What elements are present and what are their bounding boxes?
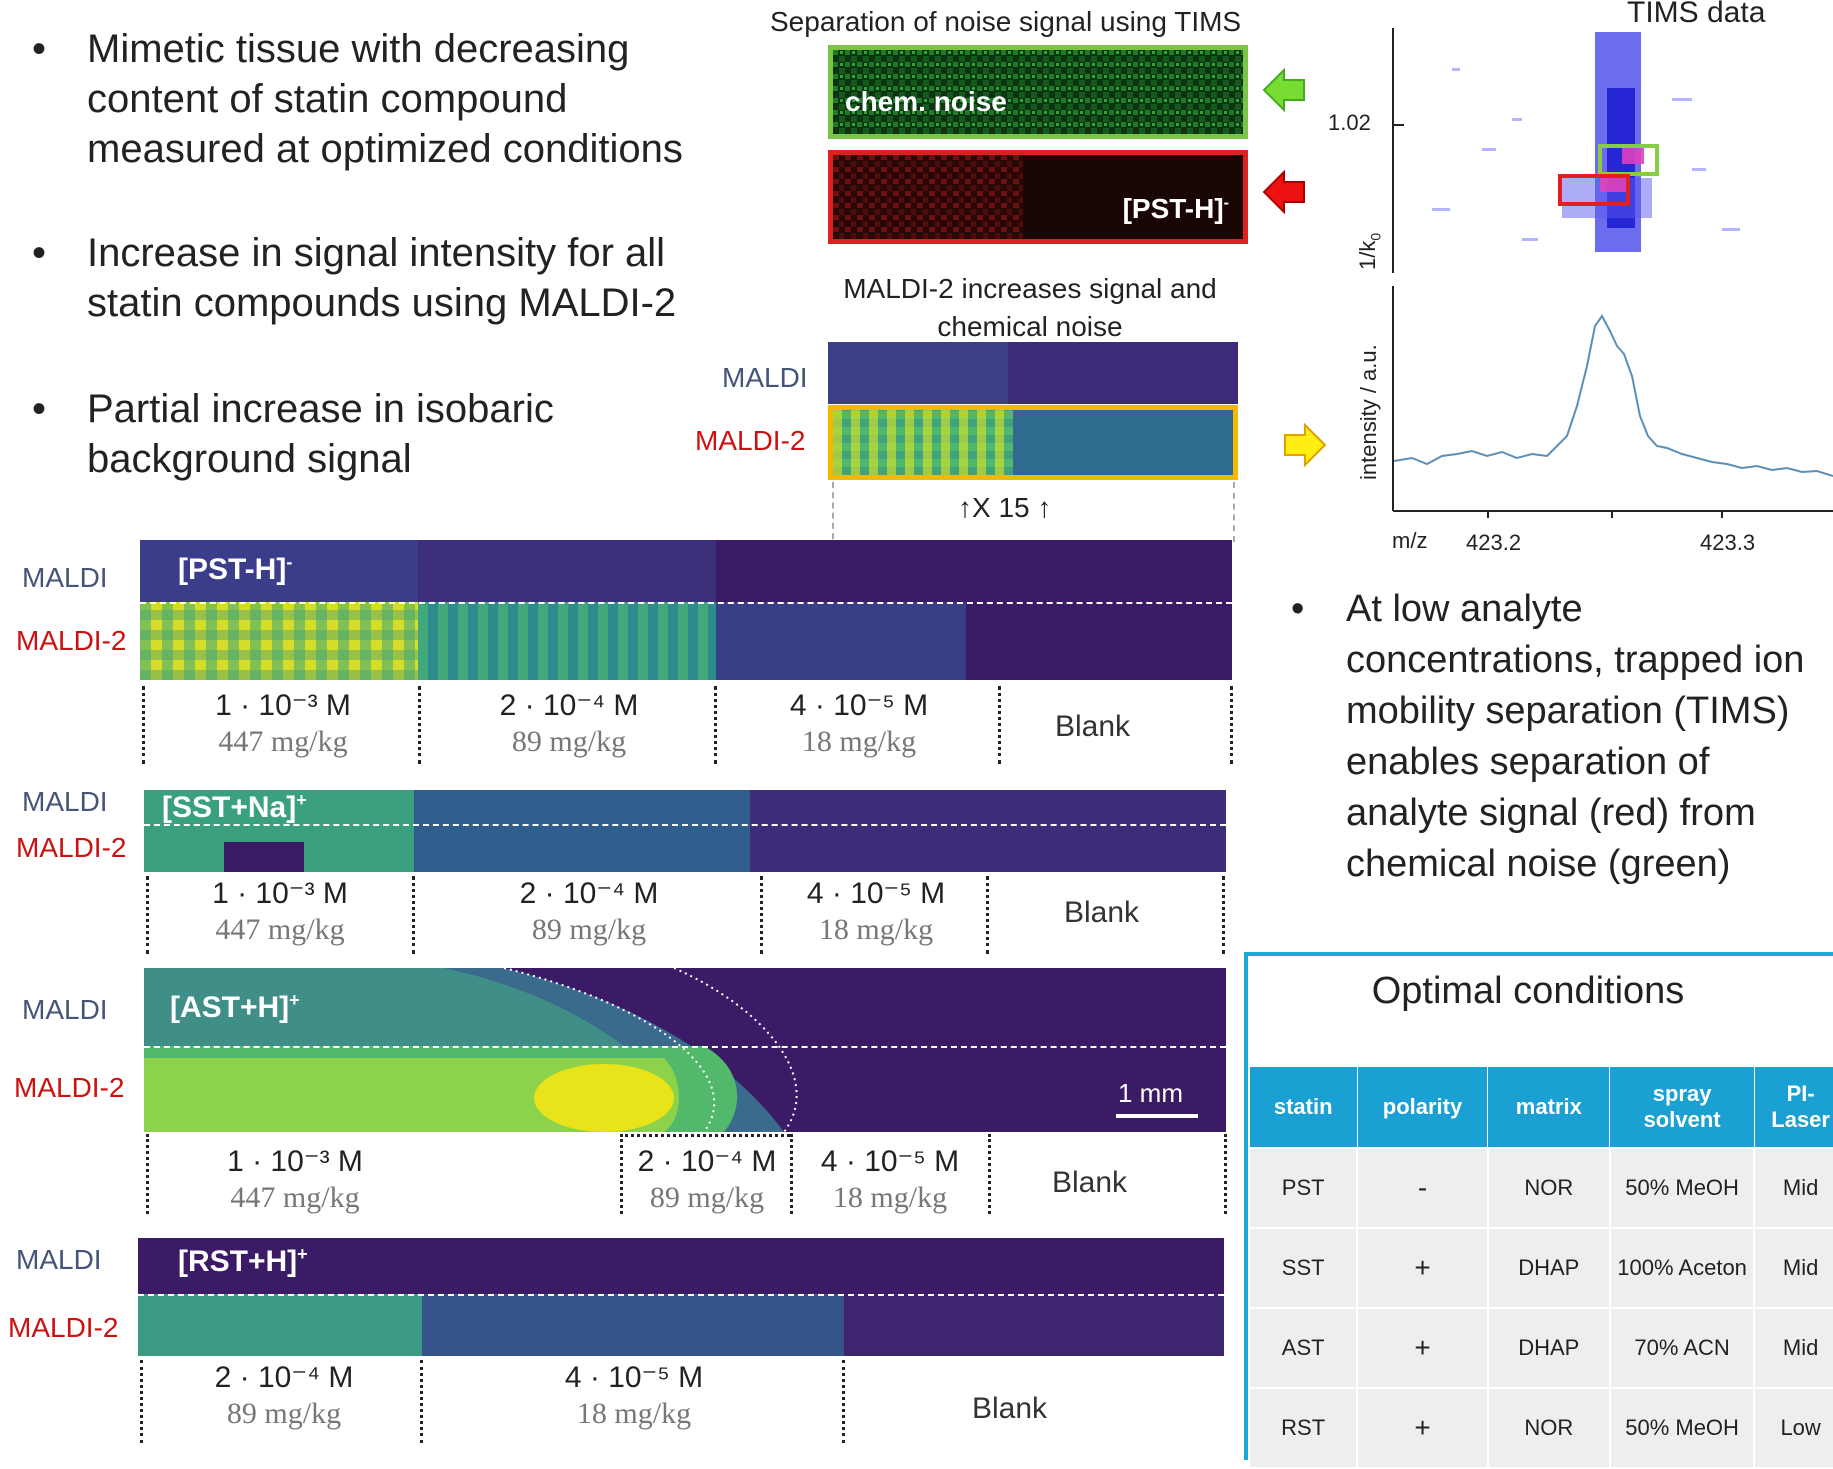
strip1-conc-3: 4 · 10⁻⁵ M 18 mg/kg — [789, 689, 929, 758]
maldi2-box-title: MALDI-2 increases signal and chemical no… — [843, 273, 1217, 342]
strip3-divider-5 — [1224, 1134, 1227, 1214]
strip2-conc-1: 1 · 10⁻³ M 447 mg/kg — [212, 877, 348, 946]
strip3-divider-4 — [988, 1134, 991, 1214]
strip3-maldi-label: MALDI — [22, 994, 108, 1025]
strip1-maldi-label: MALDI — [22, 562, 108, 593]
strip-rst: [RST+H]+ — [138, 1238, 1224, 1356]
strip2-conc-3: 4 · 10⁻⁵ M 18 mg/kg — [806, 877, 946, 946]
strip3-ion-label: [AST+H]+ — [170, 990, 300, 1024]
strip1-divider-3 — [714, 686, 717, 764]
strip3-divider-2 — [620, 1134, 623, 1214]
tims-ylabel-top: 1/k0 — [1355, 232, 1384, 270]
strip-ast: [AST+H]+ 1 mm — [144, 968, 1226, 1132]
bullet-signal-increase: • Increase in signal intensity for all st… — [32, 231, 677, 325]
strip1-blank: Blank — [1055, 710, 1131, 743]
x-ticks — [1487, 511, 1723, 518]
col-statin: statin — [1248, 1066, 1358, 1149]
col-pi-laser: PI-Laser — [1753, 1066, 1833, 1149]
strip-pst: [PST-H]- — [140, 540, 1232, 680]
strip3-conc2-top-border — [620, 1134, 790, 1137]
tims-ylabel-bottom: intensity / a.u. — [1356, 344, 1381, 480]
strip4-divider-1 — [140, 1360, 143, 1443]
strip1-maldi2-label: MALDI-2 — [16, 625, 127, 656]
chem-noise-texture — [833, 50, 1243, 134]
optimal-conditions-panel: Optimal conditions statin polarity matri… — [1244, 952, 1833, 1469]
scale-bar-label: 1 mm — [1118, 1078, 1183, 1108]
scale-bar — [1116, 1114, 1198, 1118]
tims-separation-title: Separation of noise signal using TIMS — [770, 6, 1242, 37]
strip1-ion-label: [PST-H]- — [178, 552, 293, 586]
strip1-conc-2: 2 · 10⁻⁴ M 89 mg/kg — [499, 689, 639, 758]
strip2-divider-4 — [986, 876, 989, 954]
strip1-divider-2 — [418, 686, 421, 764]
strip4-maldi2-label: MALDI-2 — [8, 1312, 119, 1343]
tims-ytick: 1.02 — [1328, 110, 1371, 135]
strip-sst: [SST+Na]+ — [144, 790, 1226, 872]
tims-xtick-2: 423.3 — [1700, 530, 1756, 555]
maldi2-box-maldi2-label: MALDI-2 — [695, 425, 806, 456]
red-box — [1558, 174, 1630, 206]
strip2-conc-2: 2 · 10⁻⁴ M 89 mg/kg — [519, 877, 659, 946]
spectrum-line — [1393, 314, 1833, 477]
conditions-table: statin polarity matrix spray solvent PI-… — [1247, 1066, 1833, 1469]
strip1-divider-5 — [1230, 686, 1233, 764]
strip4-divider-3 — [842, 1360, 845, 1443]
strip2-divider-2 — [412, 876, 415, 954]
strip4-blank: Blank — [972, 1392, 1048, 1425]
strip4-maldi-label: MALDI — [16, 1244, 102, 1275]
tims-xlabel: m/z — [1392, 528, 1428, 553]
pst-texture — [833, 155, 1023, 239]
bullet-tims: • At low analyte concentrations, trapped … — [1291, 588, 1805, 885]
strip3-conc-1: 1 · 10⁻³ M 447 mg/kg — [227, 1145, 363, 1214]
strip1-conc-1: 1 · 10⁻³ M 447 mg/kg — [215, 689, 351, 758]
strip1-divider-4 — [998, 686, 1001, 764]
pst-image: [PST-H]- — [828, 150, 1248, 244]
conditions-header-row: statin polarity matrix spray solvent PI-… — [1248, 1066, 1833, 1149]
strip2-ion-label: [SST+Na]+ — [162, 790, 307, 824]
strip4-divider-2 — [420, 1360, 423, 1443]
heatmap-dots — [1432, 32, 1740, 252]
strip2-divider-5 — [1222, 876, 1225, 954]
table-row: PST - NOR 50% MeOH Mid — [1247, 1147, 1833, 1229]
red-arrow-icon — [1262, 170, 1305, 214]
strip2-maldi2-label: MALDI-2 — [16, 832, 127, 863]
maldi2-box-maldi-label: MALDI — [722, 362, 808, 393]
strip4-conc-2: 4 · 10⁻⁵ M 18 mg/kg — [564, 1361, 704, 1430]
green-arrow-icon — [1262, 68, 1305, 112]
pst-label: [PST-H]- — [1122, 193, 1229, 224]
col-matrix: matrix — [1487, 1066, 1611, 1149]
tims-spectrum — [1392, 286, 1833, 518]
yellow-arrow-icon — [1284, 423, 1327, 467]
table-row: SST + DHAP 100% Aceton Mid — [1247, 1227, 1833, 1309]
maldi2-box-maldi-image — [828, 342, 1238, 404]
strip4-conc-1: 2 · 10⁻⁴ M 89 mg/kg — [214, 1361, 354, 1430]
strip3-divider-3 — [790, 1134, 793, 1214]
strip3-divider-1 — [146, 1134, 149, 1214]
chem-noise-label: chem. noise — [845, 86, 1007, 117]
bullet-background-signal: • Partial increase in isobaric background… — [32, 387, 554, 481]
tims-xtick-1: 423.2 — [1466, 530, 1522, 555]
strip1-divider-1 — [142, 686, 145, 764]
x15-label: ↑X 15 ↑ — [958, 492, 1052, 523]
guide-right — [1233, 482, 1235, 542]
maldi2-box-maldi2-image — [828, 405, 1238, 480]
strip3-blank: Blank — [1052, 1166, 1128, 1199]
bullet-mimetic-tissue: • Mimetic tissue with decreasing content … — [32, 27, 683, 171]
strip2-blank: Blank — [1064, 896, 1140, 929]
strip3-maldi2-label: MALDI-2 — [14, 1072, 125, 1103]
strip3-conc-2: 2 · 10⁻⁴ M 89 mg/kg — [637, 1145, 777, 1214]
table-row: AST + DHAP 70% ACN Mid — [1247, 1307, 1833, 1389]
optimal-conditions-title: Optimal conditions — [1371, 970, 1685, 1012]
strip2-maldi-label: MALDI — [22, 786, 108, 817]
strip2-divider-1 — [146, 876, 149, 954]
tims-heatmap — [1392, 28, 1740, 273]
chem-noise-image: chem. noise — [828, 45, 1248, 139]
tims-plot-title: TIMS data — [1627, 0, 1766, 29]
strip4-ion-label: [RST+H]+ — [178, 1244, 308, 1278]
table-row: RST + NOR 50% MeOH Low — [1247, 1387, 1833, 1469]
col-polarity: polarity — [1356, 1066, 1489, 1149]
strip2-divider-3 — [760, 876, 763, 954]
strip3-conc-3: 4 · 10⁻⁵ M 18 mg/kg — [820, 1145, 960, 1214]
col-spray-solvent: spray solvent — [1609, 1066, 1755, 1149]
